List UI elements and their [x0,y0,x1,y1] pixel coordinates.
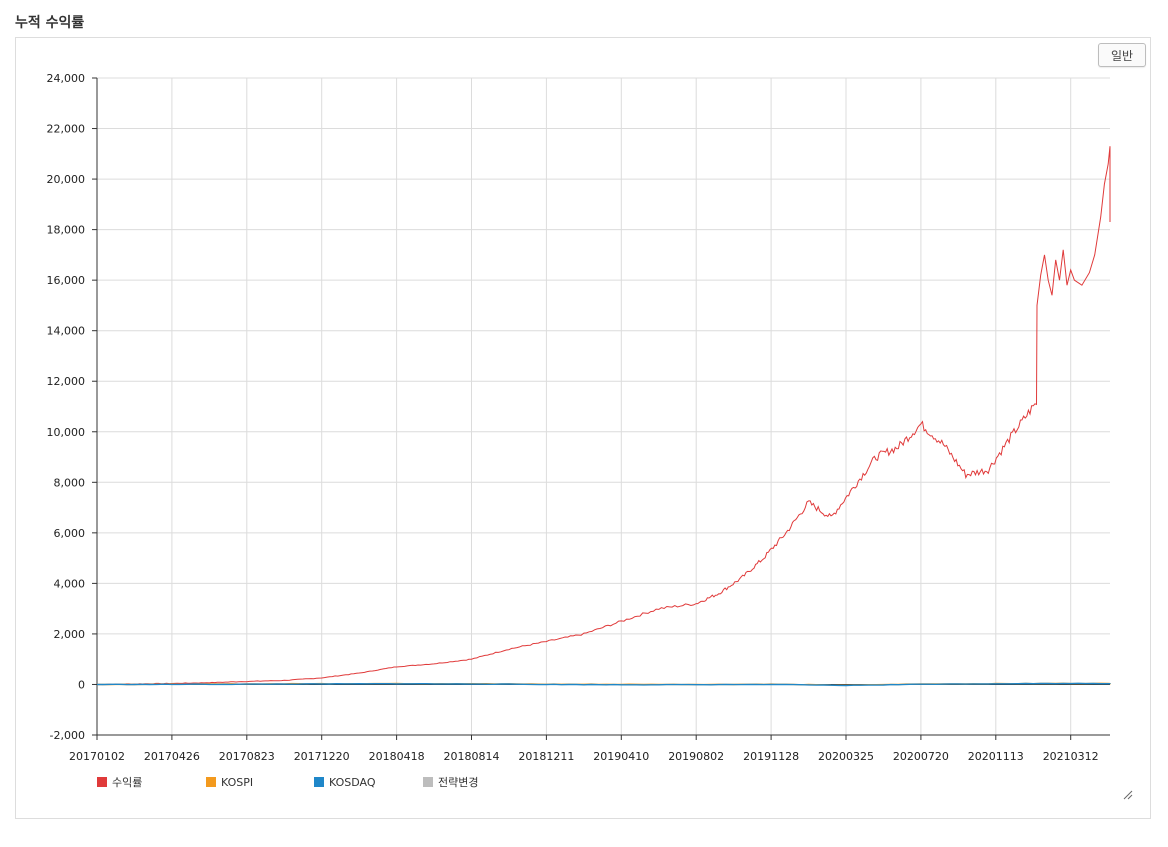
x-tick-label: 20201113 [968,750,1024,763]
legend: 수익률 KOSPI KOSDAQ 전략변경 [97,776,478,789]
x-tick-label: 20181211 [518,750,574,763]
page-title: 누적 수익률 [15,15,85,31]
legend-item-kosdaq-label[interactable]: KOSDAQ [329,776,376,789]
series-line-kosdaq [97,682,1111,687]
y-tick-label: 20,000 [47,173,86,186]
y-tick-label: 10,000 [47,426,86,439]
y-tick-label: 4,000 [54,577,86,590]
x-tick-label: 20200325 [818,750,874,763]
x-tick-label: 20210312 [1043,750,1099,763]
grid-lines [97,77,1110,736]
x-tick-label: 20190802 [668,750,724,763]
y-tick-label: 2,000 [54,628,86,641]
legend-item-kosdaq-swatch [314,777,324,787]
legend-item-kospi-label[interactable]: KOSPI [221,776,253,789]
x-tick-label: 20170823 [219,750,275,763]
series-line-returns [96,146,1111,686]
y-tick-label: 24,000 [47,72,86,85]
x-tick-label: 20200720 [893,750,949,763]
resize-handle-icon[interactable] [1121,788,1133,800]
x-tick-label: 20171220 [294,750,350,763]
y-tick-label: 16,000 [47,274,86,287]
y-tick-label: 18,000 [47,224,86,237]
mode-general-button[interactable]: 일반 [1098,43,1146,67]
y-tick-label: -2,000 [50,729,85,742]
legend-item-strategy-swatch [423,777,433,787]
legend-item-strategy-label[interactable]: 전략변경 [438,776,478,789]
x-tick-label: 20180814 [444,750,500,763]
y-tick-label: 6,000 [54,527,86,540]
y-tick-label: 14,000 [47,325,86,338]
y-tick-label: 0 [78,678,85,691]
x-tick-label: 20180418 [369,750,425,763]
y-axis-ticks: -2,000 0 2,000 4,000 6,000 8,000 10,000 12,000 1… [47,72,97,742]
legend-item-kospi-swatch [206,777,216,787]
x-tick-label: 20170426 [144,750,200,763]
x-tick-label: 20190410 [593,750,649,763]
y-tick-label: 22,000 [47,123,86,136]
x-tick-label: 20170102 [69,750,125,763]
legend-item-returns-label[interactable]: 수익률 [112,776,142,789]
chart-panel [15,37,1151,819]
x-tick-label: 20191128 [743,750,799,763]
legend-item-returns-swatch [97,777,107,787]
y-tick-label: 8,000 [54,476,86,489]
y-tick-label: 12,000 [47,375,86,388]
axes [96,78,1110,736]
series-lines [96,146,1111,687]
x-axis-ticks: 20170102 20170426 20170823 20171220 20180418… [69,735,1099,763]
